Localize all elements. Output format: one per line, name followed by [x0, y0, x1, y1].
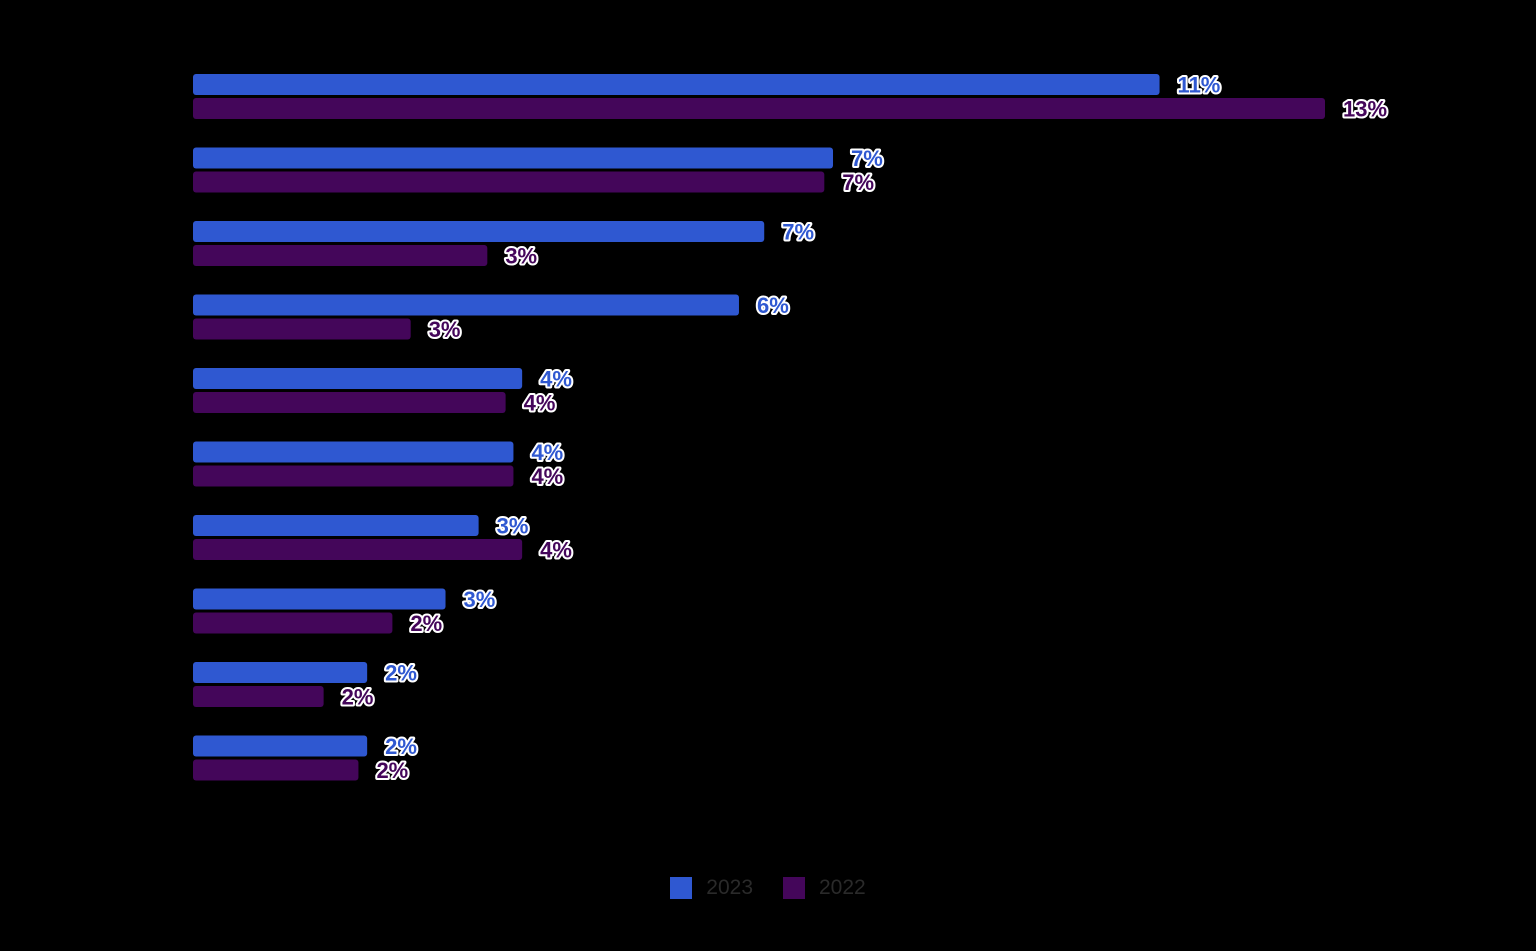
bar-2022-5[interactable] [193, 392, 506, 413]
legend-swatch-2023 [670, 877, 693, 899]
bar-2023-9[interactable] [193, 662, 368, 683]
data-label-2022-3: 3% [505, 244, 537, 269]
data-label-2022-7: 4% [540, 538, 572, 563]
bar-2022-8[interactable] [193, 612, 393, 634]
bar-2023-2[interactable] [193, 147, 834, 169]
data-label-2023-1: 11% [1178, 73, 1221, 98]
data-label-2022-5: 4% [524, 391, 556, 416]
data-label-2023-4: 6% [757, 293, 789, 318]
legend-item-2023[interactable]: 2023 [670, 876, 753, 900]
data-label-2023-5: 4% [540, 367, 572, 392]
data-label-2023-6: 4% [531, 440, 563, 465]
data-label-2023-9: 2% [385, 661, 417, 686]
data-label-2022-9: 2% [342, 685, 374, 710]
bar-2022-2[interactable] [193, 171, 825, 193]
bar-2023-1[interactable] [193, 74, 1160, 95]
bar-2023-5[interactable] [193, 368, 523, 389]
bar-2022-10[interactable] [193, 759, 359, 781]
legend-label-2022: 2022 [819, 876, 866, 899]
bar-2022-9[interactable] [193, 686, 324, 707]
data-label-2022-8: 2% [410, 611, 442, 636]
data-label-2022-2: 7% [842, 170, 874, 195]
bar-2023-7[interactable] [193, 515, 479, 536]
data-label-2023-2: 7% [851, 146, 883, 171]
bar-2023-10[interactable] [193, 735, 368, 757]
bar-2023-8[interactable] [193, 588, 446, 610]
data-label-2023-10: 2% [385, 734, 417, 759]
data-label-2023-3: 7% [782, 220, 814, 245]
bar-2022-3[interactable] [193, 245, 488, 266]
bar-2023-4[interactable] [193, 294, 739, 316]
legend: 2023 2022 [0, 876, 1536, 900]
bar-chart-plot: 11%13%7%7%7%3%6%3%4%4%4%4%3%4%3%2%2%2%2%… [193, 71, 1389, 785]
data-label-2023-7: 3% [497, 514, 529, 539]
bar-2022-6[interactable] [193, 465, 514, 487]
bar-2022-4[interactable] [193, 318, 411, 340]
bar-2023-3[interactable] [193, 221, 765, 242]
data-label-2022-10: 2% [376, 758, 408, 783]
data-label-2022-6: 4% [531, 464, 563, 489]
bar-2022-1[interactable] [193, 98, 1325, 119]
data-label-2022-4: 3% [429, 317, 461, 342]
bar-2023-6[interactable] [193, 441, 514, 463]
data-label-2023-8: 3% [464, 587, 496, 612]
data-label-2022-1: 13% [1343, 97, 1387, 122]
legend-label-2023: 2023 [706, 876, 753, 899]
legend-item-2022[interactable]: 2022 [783, 876, 866, 900]
bar-2022-7[interactable] [193, 539, 523, 560]
legend-swatch-2022 [783, 877, 805, 899]
